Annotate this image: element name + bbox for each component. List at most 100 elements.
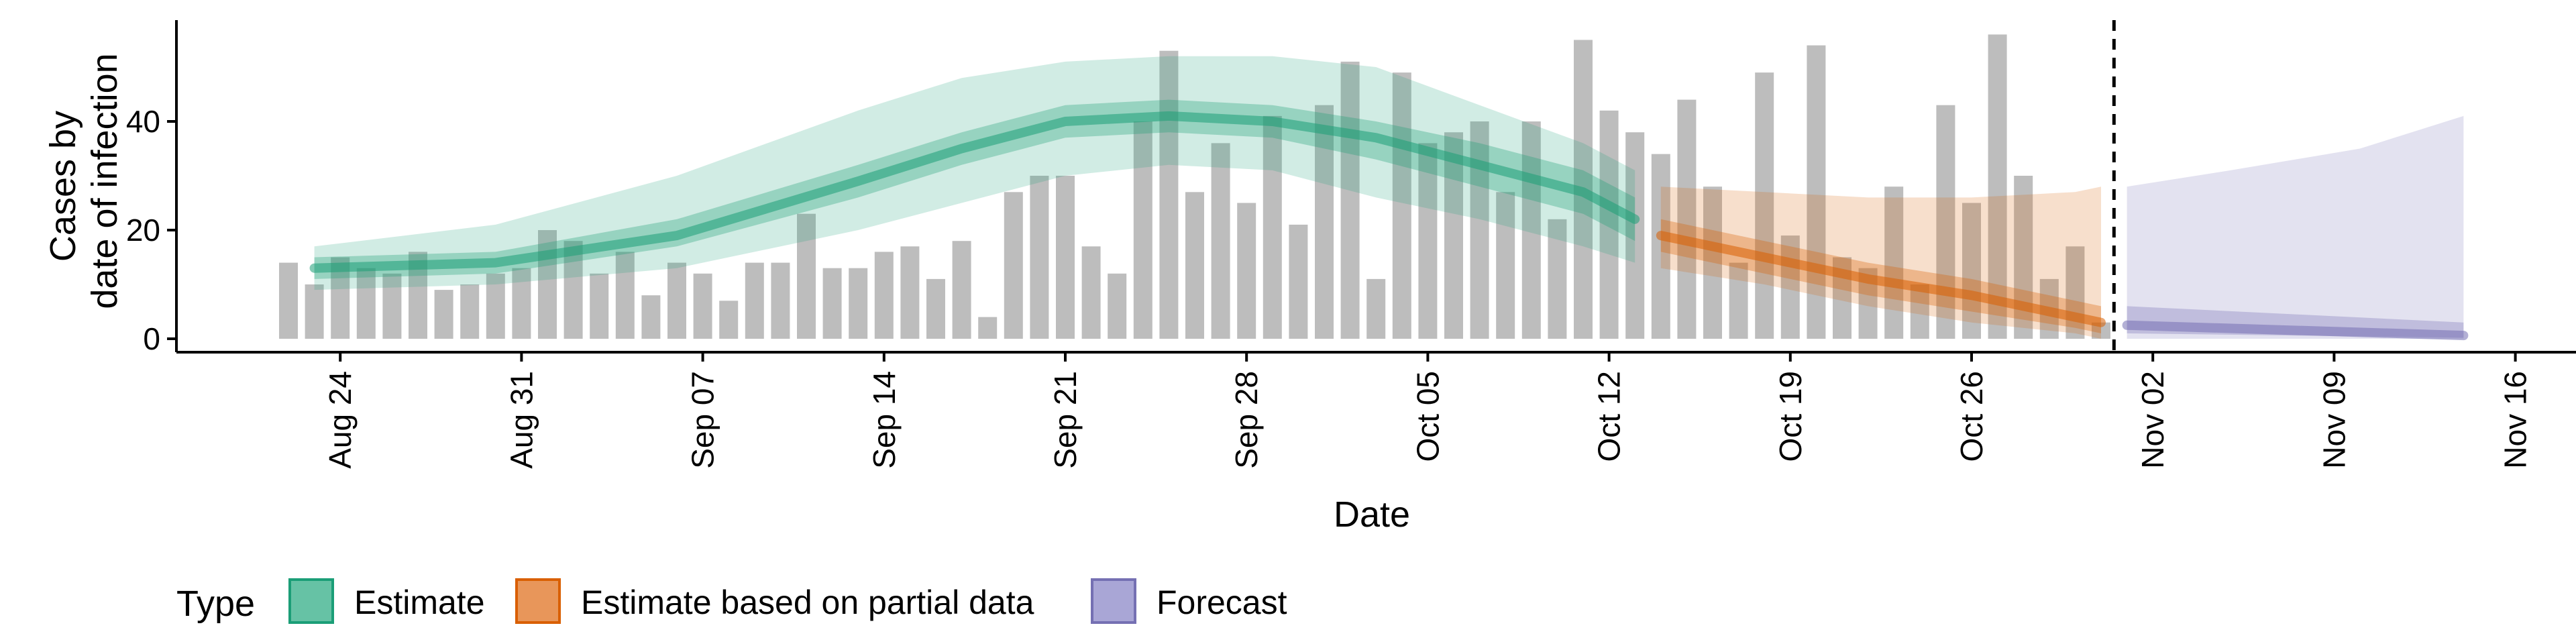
case-bar <box>1599 110 1619 339</box>
case-bar <box>279 262 298 339</box>
case-bar <box>1263 115 1282 339</box>
series-1 <box>1656 186 2106 339</box>
x-tick-label: Oct 12 <box>1592 371 1627 462</box>
legend: Type Estimate Estimate based on partial d… <box>176 578 1287 624</box>
case-bar <box>1936 105 1955 339</box>
outer-credible-interval <box>314 56 1635 290</box>
y-axis-title: Cases by date of infection <box>43 53 125 309</box>
inner-credible-interval <box>1660 219 2101 333</box>
case-bar <box>1677 99 1697 339</box>
legend-title: Type <box>176 584 255 624</box>
case-bar <box>1004 192 1023 339</box>
outer-credible-interval <box>2127 115 2464 339</box>
x-axis-title: Date <box>1334 494 1410 535</box>
case-bar <box>1315 105 1334 339</box>
case-bar <box>382 273 402 339</box>
x-tick-label: Sep 14 <box>867 371 902 469</box>
case-bar <box>1703 186 1722 339</box>
legend-label: Estimate <box>354 584 485 621</box>
case-bar <box>615 252 635 339</box>
case-bar <box>719 301 739 339</box>
case-bar <box>538 230 557 339</box>
case-bar <box>771 262 790 339</box>
case-bar <box>797 213 816 339</box>
case-bar <box>1289 224 1308 339</box>
case-bar <box>952 241 971 339</box>
case-bar <box>1651 154 1670 339</box>
case-bar <box>1521 121 1541 339</box>
legend-label: Estimate based on partial data <box>581 584 1034 621</box>
case-bars <box>279 34 2110 339</box>
case-bar <box>874 252 894 339</box>
case-bar <box>1185 192 1204 339</box>
case-bar <box>305 284 324 339</box>
case-bar <box>1548 219 1567 339</box>
case-bar <box>1884 186 1904 339</box>
case-bar <box>1030 176 1049 339</box>
legend-key <box>1091 578 1136 624</box>
case-bar <box>590 273 609 339</box>
case-bar <box>356 268 376 339</box>
y-axis-title-line-2: date of infection <box>85 53 125 309</box>
y-axis-ticks: 0 20 40 <box>126 104 176 356</box>
case-bar <box>900 246 920 339</box>
x-tick-label: Sep 07 <box>686 371 720 469</box>
y-tick-label: 0 <box>143 321 160 356</box>
x-axis-ticks: Aug 24 Aug 31 Sep 07 Sep 14 Sep 21 Sep 28 Oct … <box>323 352 2533 469</box>
estimate-ribbons <box>309 56 2469 341</box>
median-line <box>2122 320 2469 341</box>
case-bar <box>1108 273 1127 339</box>
x-tick-label: Aug 24 <box>323 371 358 469</box>
x-tick-label: Oct 05 <box>1410 371 1445 462</box>
case-bar <box>434 290 453 339</box>
x-tick-label: Nov 09 <box>2316 371 2351 469</box>
case-bar <box>460 284 480 339</box>
case-bar <box>1418 143 1438 339</box>
case-bar <box>1496 192 1515 339</box>
case-bar <box>1392 72 1411 339</box>
case-bar <box>486 273 505 339</box>
case-bar <box>1755 72 1774 339</box>
legend-label: Forecast <box>1157 584 1287 621</box>
case-bar <box>1056 176 1075 339</box>
case-bar <box>641 295 661 339</box>
case-bar <box>1237 203 1256 339</box>
case-bar <box>822 268 842 339</box>
legend-item: Estimate <box>288 578 485 624</box>
case-bar <box>1211 143 1230 339</box>
case-bar <box>1910 284 1929 339</box>
case-bar <box>1133 121 1152 339</box>
case-bar <box>1159 50 1179 339</box>
x-tick-label: Aug 31 <box>504 371 539 469</box>
case-bar <box>564 241 583 339</box>
y-tick-label: 20 <box>126 213 160 248</box>
x-tick-label: Nov 16 <box>2498 371 2533 469</box>
legend-item: Estimate based on partial data <box>515 578 1034 624</box>
x-tick-label: Nov 02 <box>2135 371 2170 469</box>
x-tick-label: Sep 28 <box>1229 371 1264 469</box>
case-bar <box>1625 132 1645 339</box>
median-line <box>1656 231 2106 327</box>
case-bar <box>1962 203 1981 339</box>
case-bar <box>1470 121 1489 339</box>
case-bar <box>1444 132 1463 339</box>
y-axis-title-line-1: Cases by <box>43 111 83 262</box>
case-bar <box>1340 61 1360 339</box>
series-2 <box>2122 115 2469 341</box>
case-bar <box>1807 45 1826 339</box>
median-line <box>309 111 1640 273</box>
series-0 <box>309 56 1640 290</box>
case-bar <box>978 317 998 339</box>
case-bar <box>1081 246 1101 339</box>
case-bar <box>667 262 686 339</box>
x-tick-label: Oct 19 <box>1773 371 1808 462</box>
x-tick-label: Oct 26 <box>1954 371 1989 462</box>
case-bar <box>1729 262 1748 339</box>
case-bar <box>849 268 868 339</box>
case-bar <box>2065 246 2085 339</box>
x-tick-label: Sep 21 <box>1048 371 1083 469</box>
legend-key <box>288 578 334 624</box>
case-bar <box>1988 34 2007 339</box>
legend-key <box>515 578 561 624</box>
